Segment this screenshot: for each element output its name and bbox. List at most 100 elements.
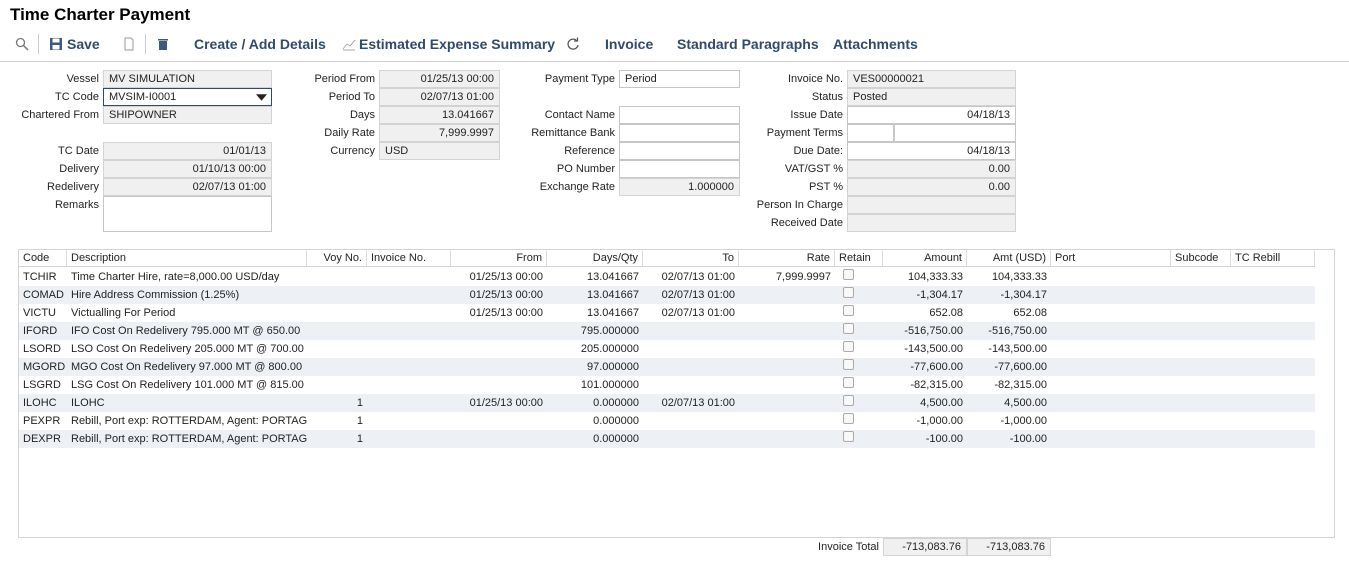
retain-checkbox[interactable] bbox=[843, 359, 854, 370]
column-header[interactable]: Subcode bbox=[1171, 250, 1231, 267]
table-row bbox=[19, 430, 1315, 448]
field-label: Remarks bbox=[54, 199, 99, 211]
table-cell: 0.000000 bbox=[593, 433, 639, 445]
retain-checkbox[interactable] bbox=[843, 287, 854, 298]
field-input[interactable]: 01/10/13 00:00 bbox=[103, 160, 272, 178]
column-header[interactable]: Port bbox=[1051, 250, 1171, 267]
retain-checkbox[interactable] bbox=[843, 341, 854, 352]
column-header[interactable]: Code bbox=[19, 250, 67, 267]
column-header[interactable]: Amount bbox=[883, 250, 967, 267]
field-label: Delivery bbox=[59, 163, 99, 175]
table-row bbox=[19, 322, 1315, 340]
retain-checkbox[interactable] bbox=[843, 269, 854, 280]
table-cell: 01/25/13 00:00 bbox=[469, 307, 543, 319]
toolbar-button[interactable]: Attachments bbox=[833, 36, 918, 52]
table-cell: -143,500.00 bbox=[904, 343, 963, 355]
delete-icon[interactable] bbox=[156, 37, 170, 51]
field-input[interactable] bbox=[103, 196, 272, 232]
table-cell: 652.08 bbox=[929, 307, 963, 319]
save-icon[interactable] bbox=[49, 37, 63, 51]
table-cell: -77,600.00 bbox=[994, 361, 1047, 373]
field-label: Daily Rate bbox=[324, 127, 375, 139]
column-header[interactable]: From bbox=[451, 250, 547, 267]
field-input[interactable] bbox=[847, 214, 1016, 232]
field-input[interactable]: 04/18/13 bbox=[847, 142, 1016, 160]
toolbar-button[interactable]: Invoice bbox=[605, 36, 654, 52]
field-input[interactable]: SHIPOWNER bbox=[103, 106, 272, 124]
toolbar-button[interactable]: Save bbox=[67, 36, 100, 52]
field-input[interactable]: 02/07/13 01:00 bbox=[379, 88, 500, 106]
field-input[interactable]: 04/18/13 bbox=[847, 106, 1016, 124]
document-icon[interactable] bbox=[122, 37, 136, 51]
field-input[interactable] bbox=[619, 160, 740, 178]
refresh-icon[interactable] bbox=[566, 37, 580, 51]
toolbar-button[interactable]: Standard Paragraphs bbox=[677, 36, 819, 52]
table-cell: LSGRD bbox=[23, 379, 61, 391]
field-input[interactable]: 0.00 bbox=[847, 178, 1016, 196]
table-cell: 02/07/13 01:00 bbox=[661, 289, 735, 301]
field-input[interactable] bbox=[619, 124, 740, 142]
table-cell: 4,500.00 bbox=[920, 397, 963, 409]
field-label: Payment Type bbox=[544, 73, 615, 85]
search-icon[interactable] bbox=[15, 37, 29, 51]
column-header[interactable]: To bbox=[643, 250, 739, 267]
table-cell: -516,750.00 bbox=[904, 325, 963, 337]
retain-checkbox[interactable] bbox=[843, 323, 854, 334]
field-input[interactable]: VES00000021 bbox=[847, 70, 1016, 88]
field-label: Invoice No. bbox=[787, 73, 843, 85]
table-cell: 01/25/13 00:00 bbox=[469, 397, 543, 409]
field-label: Period From bbox=[314, 73, 375, 85]
table-row bbox=[19, 286, 1315, 304]
column-header[interactable]: Description bbox=[67, 250, 307, 267]
column-header[interactable]: Days/Qty bbox=[547, 250, 643, 267]
retain-checkbox[interactable] bbox=[843, 305, 854, 316]
table-row bbox=[19, 376, 1315, 394]
table-cell: 13.041667 bbox=[587, 271, 639, 283]
dropdown-arrow[interactable] bbox=[256, 94, 267, 101]
field-label: Due Date: bbox=[793, 145, 843, 157]
field-input[interactable]: Posted bbox=[847, 88, 1016, 106]
column-header[interactable]: Amt (USD) bbox=[967, 250, 1051, 267]
field-label: Period To bbox=[328, 91, 375, 103]
field-input[interactable]: 13.041667 bbox=[379, 106, 500, 124]
field-input[interactable]: 1.000000 bbox=[619, 178, 740, 196]
retain-checkbox[interactable] bbox=[843, 395, 854, 406]
column-header[interactable]: TC Rebill bbox=[1231, 250, 1315, 267]
column-header[interactable]: Voy No. bbox=[307, 250, 367, 267]
field-input[interactable] bbox=[847, 196, 1016, 214]
field-label: TC Date bbox=[58, 145, 99, 157]
field-input[interactable]: 01/01/13 bbox=[103, 142, 272, 160]
table-cell: 01/25/13 00:00 bbox=[469, 289, 543, 301]
field-label: Redelivery bbox=[47, 181, 99, 193]
field-label: Status bbox=[811, 91, 843, 103]
field-input[interactable] bbox=[894, 124, 1016, 142]
table-cell: 205.000000 bbox=[580, 343, 639, 355]
retain-checkbox[interactable] bbox=[843, 377, 854, 388]
field-input[interactable] bbox=[619, 106, 740, 124]
field-input[interactable] bbox=[619, 142, 740, 160]
column-header[interactable]: Invoice No. bbox=[367, 250, 451, 267]
table-cell: 0.000000 bbox=[593, 415, 639, 427]
field-input[interactable] bbox=[847, 124, 894, 142]
field-input[interactable]: Period bbox=[619, 70, 740, 88]
table-cell: 02/07/13 01:00 bbox=[661, 271, 735, 283]
column-header[interactable]: Rate bbox=[739, 250, 835, 267]
retain-checkbox[interactable] bbox=[843, 431, 854, 442]
table-row bbox=[19, 304, 1315, 322]
table-cell: Time Charter Hire, rate=8,000.00 USD/day bbox=[71, 271, 280, 283]
field-input[interactable]: 7,999.9997 bbox=[379, 124, 500, 142]
field-input[interactable]: MV SIMULATION bbox=[103, 70, 272, 88]
field-input[interactable]: 02/07/13 01:00 bbox=[103, 178, 272, 196]
field-input[interactable]: MVSIM-I0001 bbox=[103, 88, 272, 106]
table-cell: 0.000000 bbox=[593, 397, 639, 409]
toolbar-button[interactable]: Create / Add Details bbox=[194, 36, 326, 52]
field-input[interactable]: 01/25/13 00:00 bbox=[379, 70, 500, 88]
toolbar-button[interactable]: Estimated Expense Summary bbox=[359, 36, 556, 52]
field-label: Currency bbox=[330, 145, 375, 157]
field-input[interactable]: USD bbox=[379, 142, 500, 160]
field-input[interactable]: 0.00 bbox=[847, 160, 1016, 178]
table-cell: 13.041667 bbox=[587, 289, 639, 301]
retain-checkbox[interactable] bbox=[843, 413, 854, 424]
column-header[interactable]: Retain bbox=[835, 250, 883, 267]
table-cell: 795.000000 bbox=[580, 325, 639, 337]
